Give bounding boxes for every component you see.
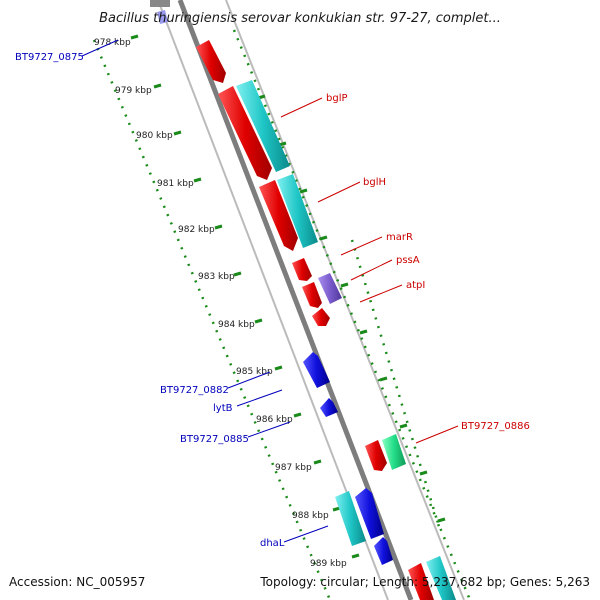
gene-arrow-dhaL-2[interactable] [374,537,393,565]
gene-label-bglP[interactable]: bglP [326,93,348,104]
gene-arrow-marR[interactable] [292,258,312,281]
genome-backbone [150,0,465,600]
scale-tracks [92,29,472,600]
gene-arrow-dhaL[interactable] [355,488,384,539]
kbp-label-983: 983 kbp [198,272,235,282]
gene-arrow-bottom-red[interactable] [408,563,434,600]
kbp-label-988: 988 kbp [292,511,329,521]
gene-arrow-pssA[interactable] [302,282,322,308]
gene-label-BT9727_0885[interactable]: BT9727_0885 [180,434,249,445]
gene-features [157,10,456,600]
kbp-label-978: 978 kbp [94,38,131,48]
gene-arrow-bglP-cyan[interactable] [236,80,290,172]
kbp-labels: 978 kbp 979 kbp 980 kbp 981 kbp 982 kbp … [94,38,347,569]
kbp-label-982: 982 kbp [178,225,215,235]
gene-arrow-dhaL-cyan[interactable] [335,491,366,546]
label-leaders [81,39,459,543]
accession-text: Accession: NC_005957 [9,575,145,589]
gene-label-atpI[interactable]: atpI [406,280,425,291]
kbp-label-987: 987 kbp [275,463,312,473]
topology-text: Topology: circular; Length: 5,237,682 bp… [259,575,590,589]
gene-labels-right: bglP bglH marR pssA atpI BT9727_0886 [326,93,530,432]
gene-arrow-marR-tail[interactable] [312,308,330,326]
kbp-label-984: 984 kbp [218,320,255,330]
gene-label-BT9727_0886[interactable]: BT9727_0886 [461,421,530,432]
gene-label-BT9727_0882[interactable]: BT9727_0882 [160,385,229,396]
gene-arrow-BT9727_0886-green[interactable] [382,434,406,470]
gene-arrow-bglH[interactable] [259,180,298,251]
gene-label-lytB[interactable]: lytB [213,403,233,414]
gene-label-marR[interactable]: marR [386,232,413,243]
gene-label-BT9727_0875[interactable]: BT9727_0875 [15,52,84,63]
gene-label-bglH[interactable]: bglH [363,177,386,188]
gene-label-pssA[interactable]: pssA [396,255,420,266]
kbp-tick-marks [130,34,446,559]
kbp-label-985: 985 kbp [236,367,273,377]
gene-arrow-BT9727_0882[interactable] [303,352,330,388]
gene-arrow-bottom-cyan[interactable] [426,556,456,600]
gene-label-dhaL[interactable]: dhaL [260,538,285,549]
gene-arrow-bglP[interactable] [218,86,272,180]
kbp-label-986: 986 kbp [256,415,293,425]
gene-arrow-atpI[interactable] [318,273,342,304]
gene-labels-left: BT9727_0875 BT9727_0882 lytB BT9727_0885… [15,52,285,549]
gene-arrow-BT9727_0886[interactable] [365,440,387,471]
kbp-label-989: 989 kbp [310,559,347,569]
gene-arrow-bglP-upstream[interactable] [196,40,226,83]
map-title: Bacillus thuringiensis serovar konkukian… [99,11,501,26]
kbp-label-979: 979 kbp [115,86,152,96]
gene-arrow-lytB[interactable] [320,398,338,417]
gene-arrow-bglH-cyan[interactable] [277,174,318,248]
gene-arrow-BT9727_0875[interactable] [157,10,168,24]
kbp-label-981: 981 kbp [157,179,194,189]
kbp-label-980: 980 kbp [136,131,173,141]
